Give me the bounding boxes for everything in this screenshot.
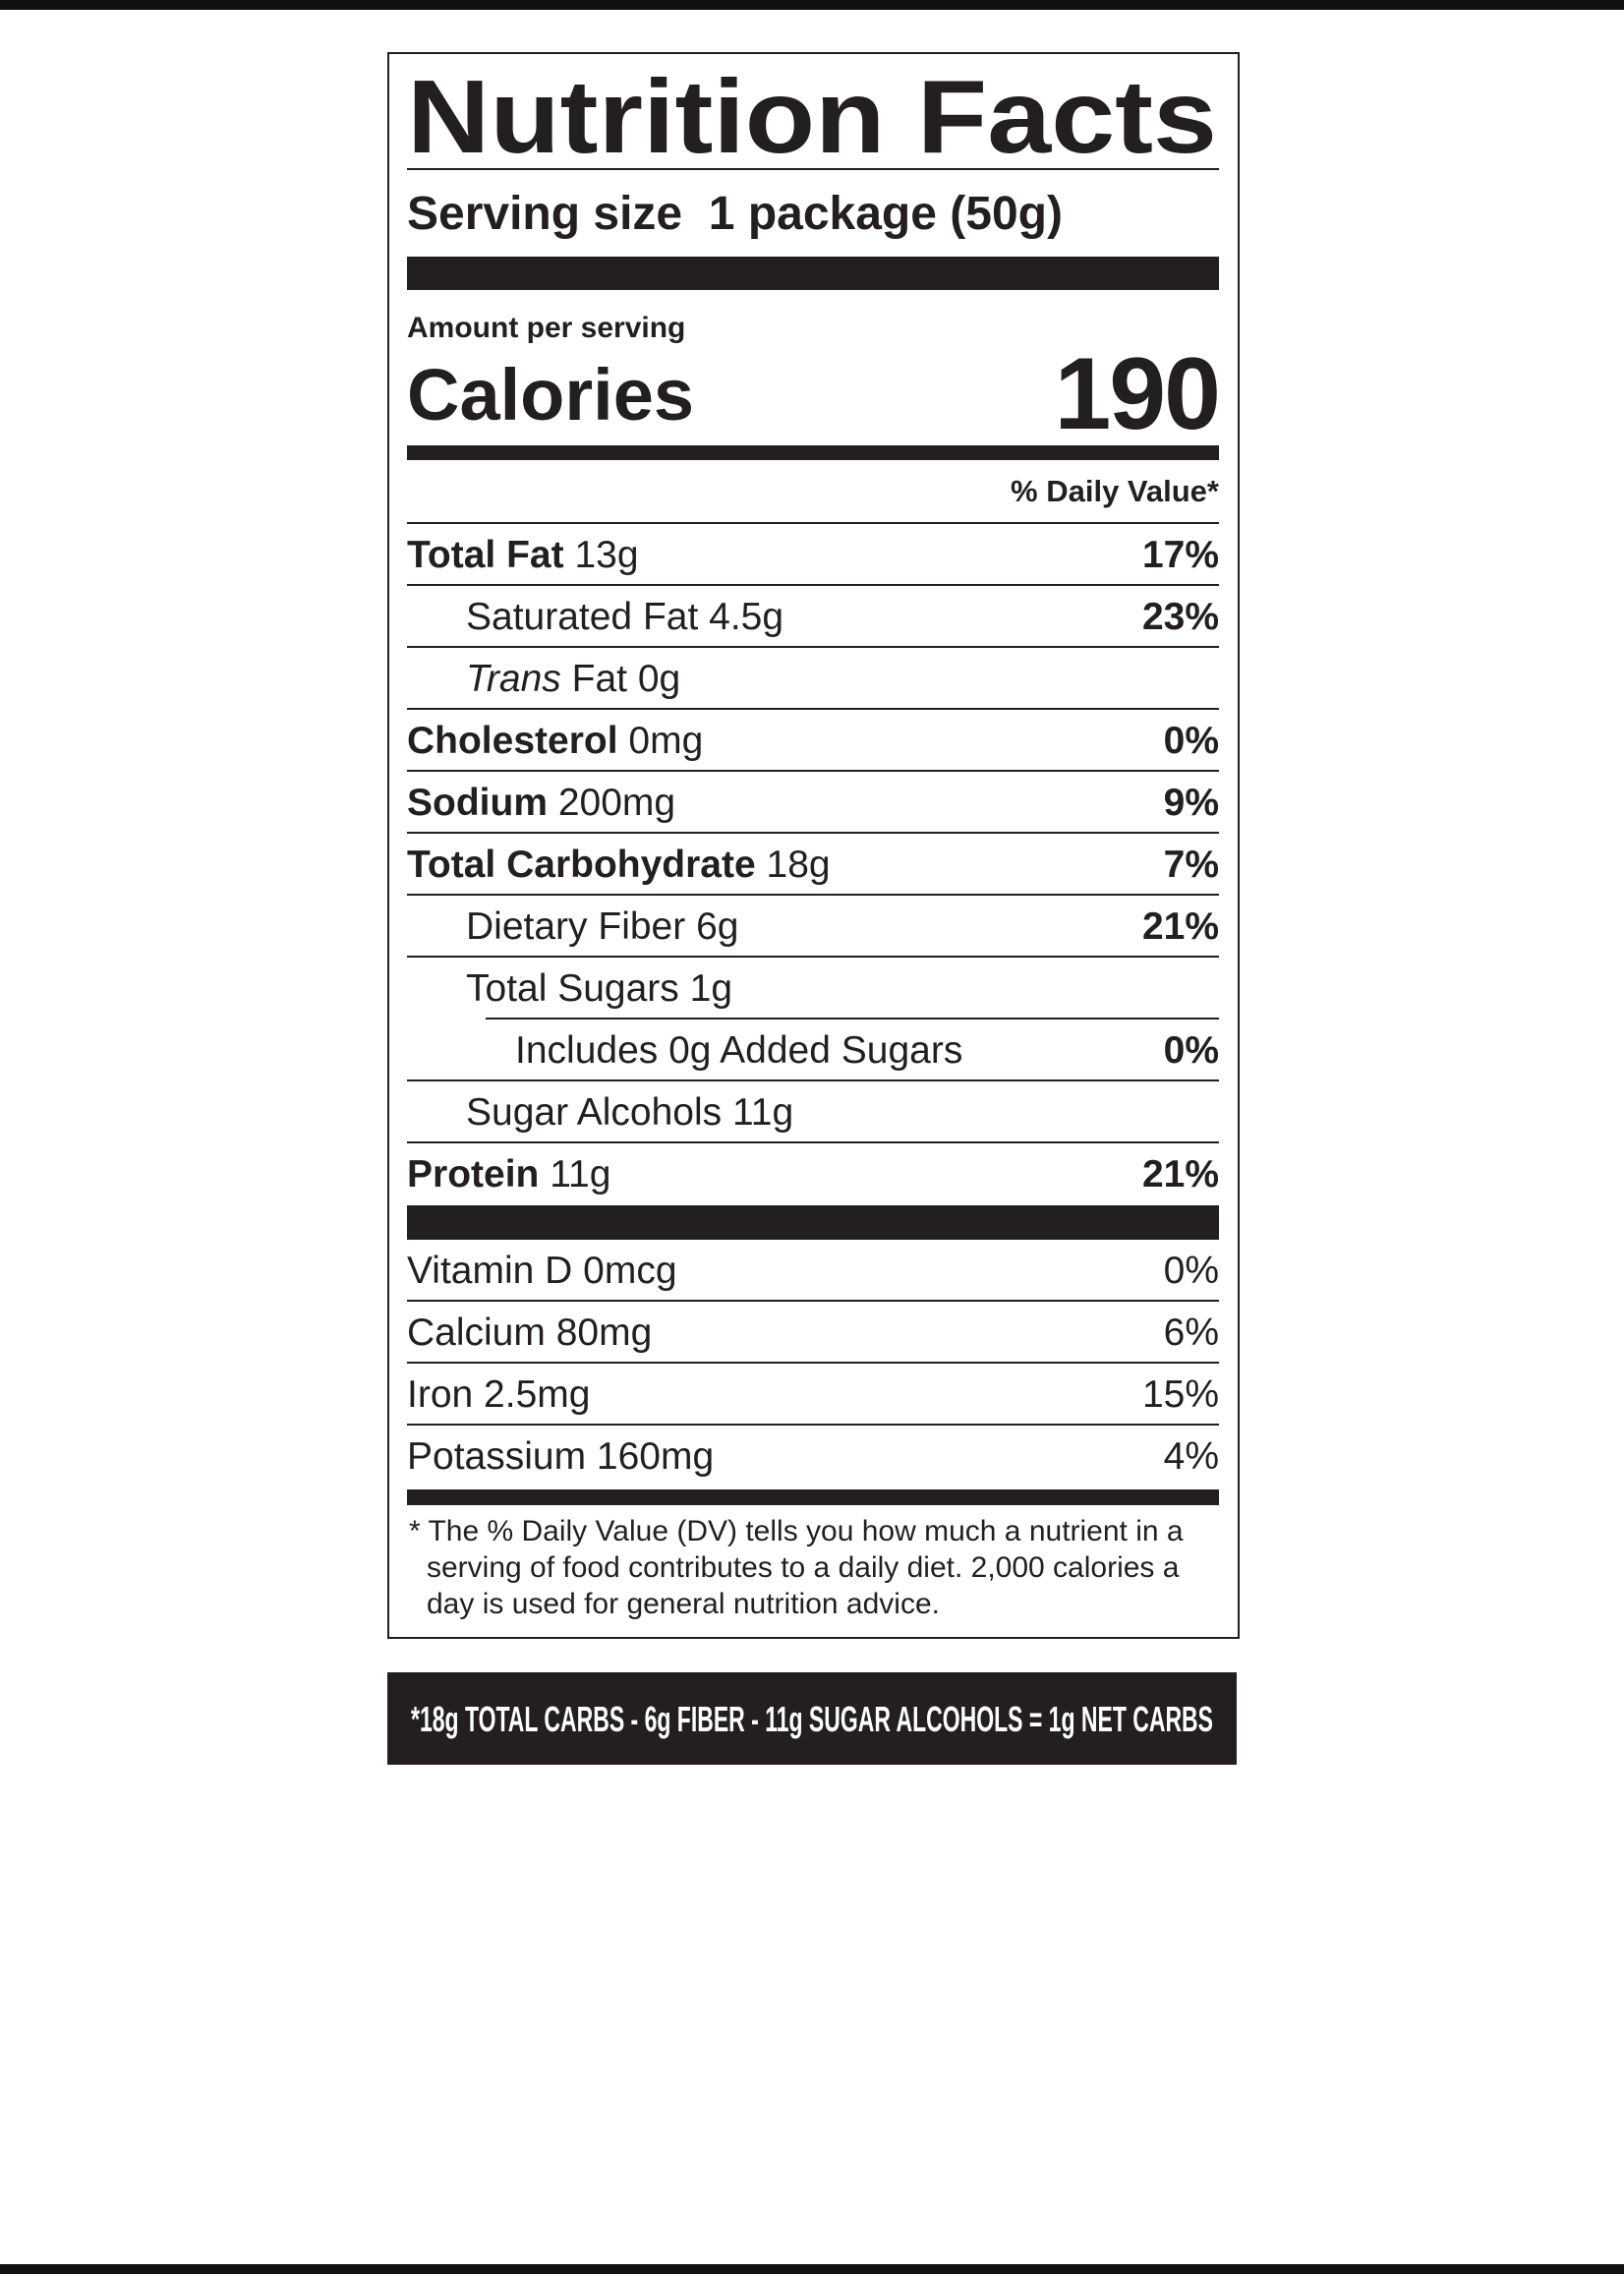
nutrient-text: Total Fat 13g	[407, 534, 639, 577]
vitamin-row: Potassium 160mg 4%	[407, 1426, 1219, 1487]
nutrient-text: Dietary Fiber 6g	[407, 905, 738, 949]
nutrient-name: Total Sugars	[466, 966, 679, 1010]
vitamin-name: Potassium 160mg	[407, 1434, 715, 1478]
daily-value: 21%	[1141, 904, 1219, 948]
serving-label: Serving size	[407, 187, 683, 240]
nutrient-row: Sodium 200mg 9%	[407, 772, 1219, 834]
nutrient-name: Dietary Fiber	[466, 904, 686, 948]
footnote: * The % Daily Value (DV) tells you how m…	[409, 1515, 1184, 1620]
nutrient-text: Saturated Fat 4.5g	[407, 596, 783, 639]
thick-bar	[407, 257, 1219, 290]
vitamin-name: Iron 2.5mg	[407, 1372, 591, 1416]
nutrient-amount: 11g	[550, 1152, 611, 1195]
calories-value: 190	[1054, 337, 1221, 451]
vitamin-name: Vitamin D 0mcg	[407, 1249, 677, 1292]
nutrient-name: Saturated Fat	[466, 595, 699, 638]
title-block: Nutrition Facts	[407, 54, 1219, 170]
nutrient-name: Total Carbohydrate	[407, 843, 756, 886]
nutrient-amount: 200mg	[557, 781, 676, 824]
nutrient-amount: 18g	[766, 843, 831, 886]
vitamin-dv: 4%	[1163, 1434, 1219, 1478]
nutrient-amount: 0g	[637, 657, 681, 700]
nutrient-row: Includes 0g Added Sugars 0%	[407, 1020, 1219, 1081]
nutrition-label: Nutrition Facts Serving size 1 package (…	[387, 52, 1240, 1639]
nutrient-row: Saturated Fat 4.5g 23%	[407, 586, 1219, 648]
nutrient-text: Total Carbohydrate 18g	[407, 844, 831, 887]
nutrient-name: Includes 0g Added Sugars	[515, 1028, 963, 1072]
nutrient-text: Cholesterol 0mg	[407, 720, 703, 763]
nutrient-row: Cholesterol 0mg 0%	[407, 710, 1219, 772]
daily-value: 17%	[1141, 533, 1219, 576]
nutrient-row: Total Fat 13g 17%	[407, 524, 1219, 586]
nutrient-name: Fat	[571, 657, 627, 700]
nutrient-text: Sugar Alcohols 11g	[407, 1091, 793, 1135]
vitamin-dv: 6%	[1163, 1311, 1219, 1354]
daily-value: 0%	[1163, 1028, 1219, 1072]
title: Nutrition Facts	[407, 59, 1217, 164]
daily-value: 21%	[1141, 1152, 1219, 1195]
medium-bar	[407, 1489, 1219, 1505]
nutrient-amount: 0mg	[628, 719, 704, 762]
nutrient-name-italic: Trans	[466, 657, 561, 700]
nutrient-row: Dietary Fiber 6g 21%	[407, 896, 1219, 958]
nutrient-name: Sugar Alcohols	[466, 1090, 723, 1134]
nutrients: Total Fat 13g 17% Saturated Fat 4.5g 23% Tra…	[407, 524, 1219, 1205]
dv-header: % Daily Value*	[407, 460, 1219, 524]
nutrient-text: Protein 11g	[407, 1153, 610, 1196]
nutrient-text: Total Sugars 1g	[407, 967, 732, 1011]
nutrient-row: Total Carbohydrate 18g 7%	[407, 834, 1219, 896]
amount-per-serving: Amount per serving	[407, 312, 686, 344]
nutrient-amount: 11g	[732, 1090, 794, 1134]
nutrient-row: Total Sugars 1g	[407, 958, 1219, 1020]
daily-value: 23%	[1141, 595, 1219, 638]
nutrient-amount: 6g	[696, 904, 739, 948]
nutrient-amount: 13g	[574, 533, 639, 576]
vitamin-row: Calcium 80mg 6%	[407, 1302, 1219, 1364]
vitamin-dv: 15%	[1141, 1372, 1219, 1416]
vitamin-name: Calcium 80mg	[407, 1311, 653, 1354]
serving-row: Serving size 1 package (50g)	[407, 170, 1219, 257]
daily-value: 0%	[1163, 719, 1219, 762]
daily-value: 9%	[1163, 781, 1219, 824]
nutrient-row: Protein 11g 21%	[407, 1143, 1219, 1205]
bottom-edge	[0, 2264, 1624, 2274]
title-svg: Nutrition Facts	[407, 59, 1217, 164]
nutrient-text: Trans Fat 0g	[407, 658, 680, 701]
serving-value: 1 package (50g)	[708, 187, 1063, 240]
nutrient-text: Sodium 200mg	[407, 782, 675, 825]
net-carbs-svg: *18g TOTAL CARBS - 6g FIBER - 11g SUGAR …	[411, 1699, 1213, 1739]
nutrient-name: Sodium	[407, 781, 548, 824]
vitamin-row: Vitamin D 0mcg 0%	[407, 1240, 1219, 1302]
calories-row: Calories 190	[407, 337, 1221, 451]
net-carbs: *18g TOTAL CARBS - 6g FIBER - 11g SUGAR …	[411, 1699, 1213, 1739]
top-edge	[0, 0, 1624, 10]
vitamin-dv: 0%	[1163, 1249, 1219, 1292]
nutrient-text: Includes 0g Added Sugars	[407, 1029, 962, 1073]
nutrient-name: Cholesterol	[407, 719, 618, 762]
nutrient-name: Total Fat	[407, 533, 564, 576]
nutrient-row: Sugar Alcohols 11g	[407, 1081, 1219, 1143]
vitamin-row: Iron 2.5mg 15%	[407, 1364, 1219, 1426]
calories-label: Calories	[407, 354, 695, 436]
daily-value: 7%	[1163, 843, 1219, 886]
nutrient-amount: 4.5g	[709, 595, 784, 638]
medium-bar	[407, 445, 1219, 460]
vitamins: Vitamin D 0mcg 0% Calcium 80mg 6% Iron 2.5mg…	[407, 1240, 1219, 1487]
thick-bar	[407, 1205, 1219, 1240]
nutrient-amount: 1g	[689, 966, 733, 1010]
nutrient-row: Trans Fat 0g	[407, 648, 1219, 710]
nutrient-name: Protein	[407, 1152, 540, 1195]
net-carbs-box: *18g TOTAL CARBS - 6g FIBER - 11g SUGAR …	[387, 1672, 1237, 1765]
